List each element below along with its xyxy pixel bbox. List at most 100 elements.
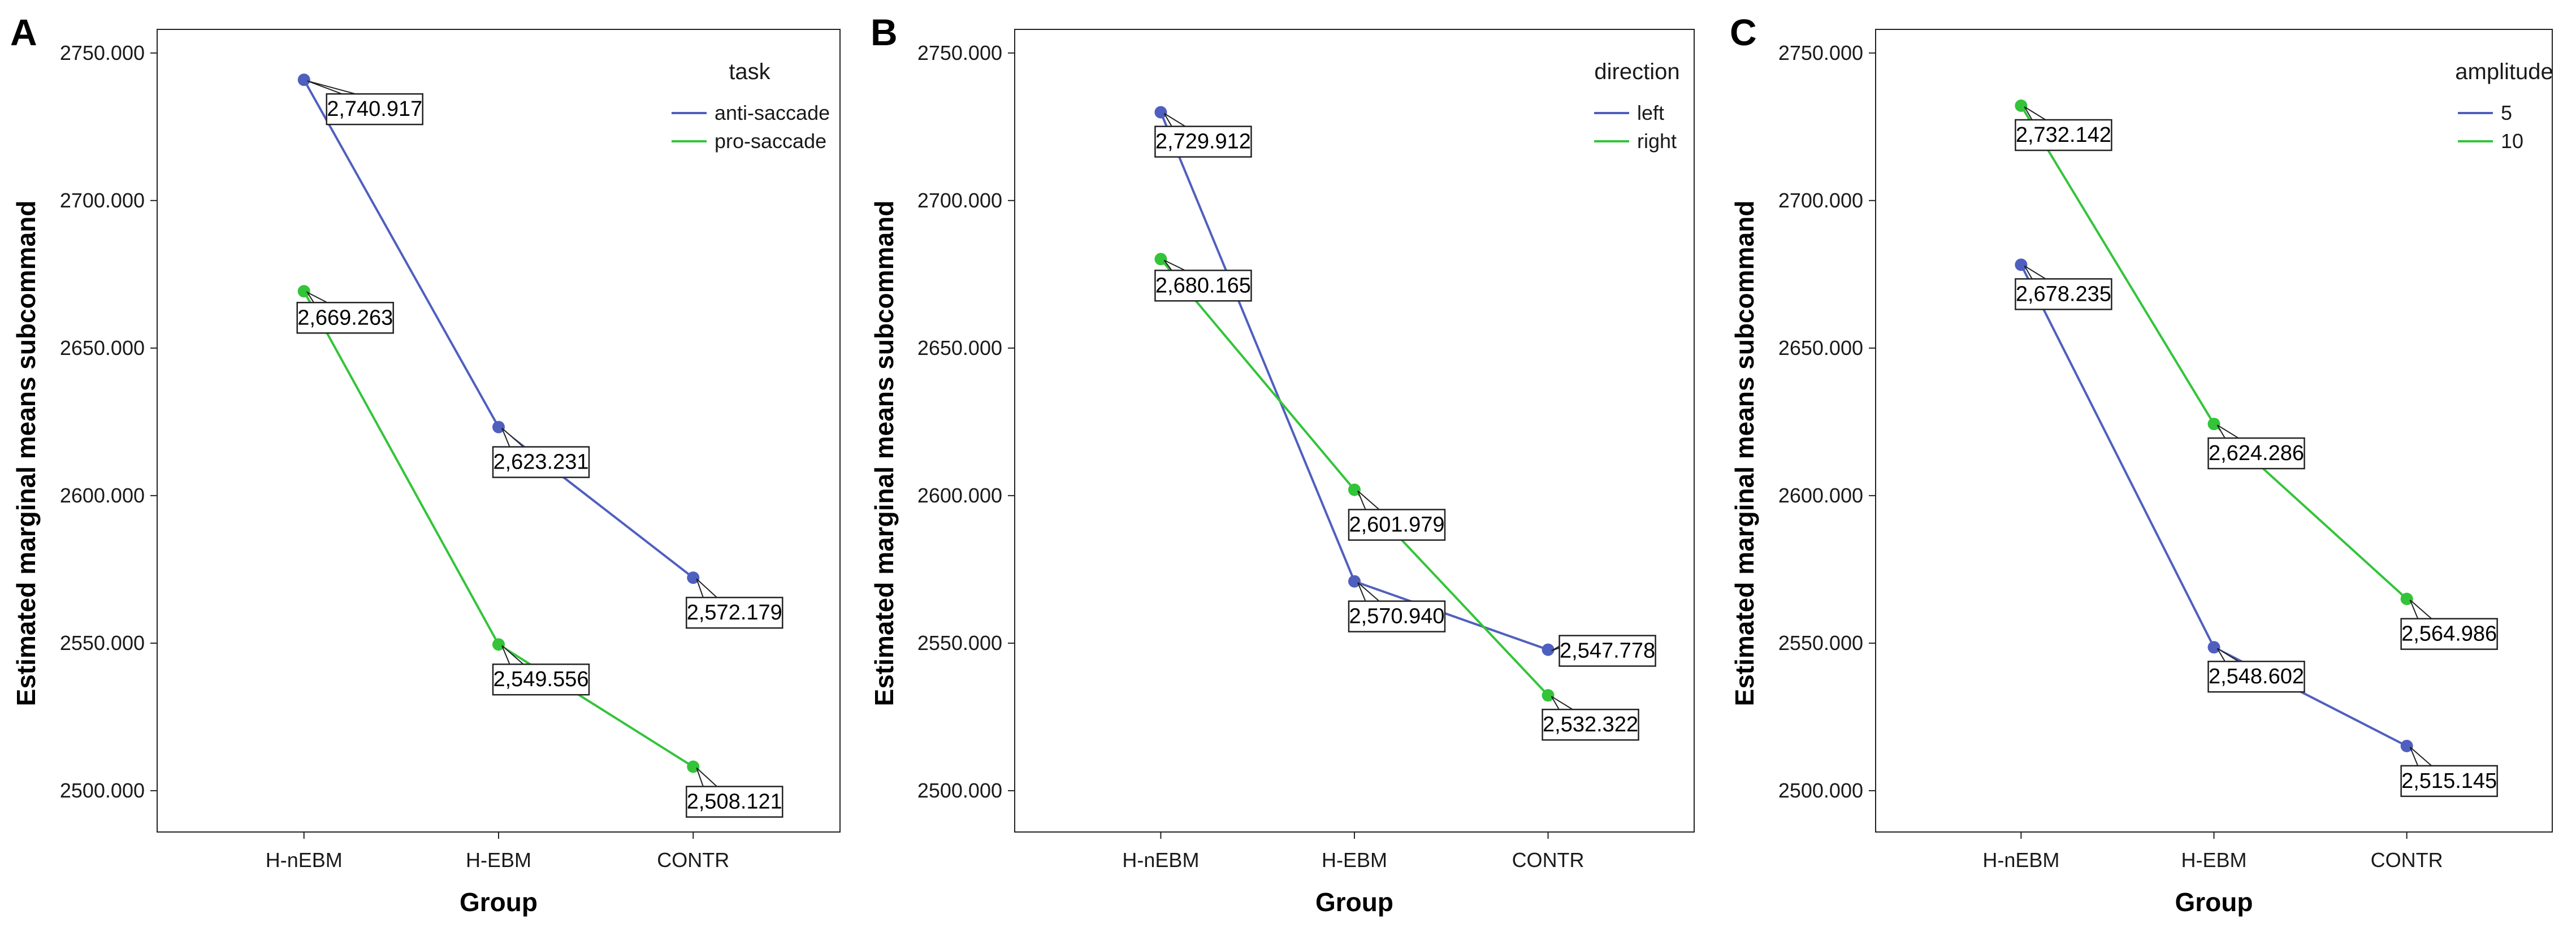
x-axis-title: Group	[460, 887, 538, 917]
data-label-pointer	[696, 578, 719, 599]
data-point	[2015, 258, 2028, 271]
data-label-group: 2,729.912	[1154, 112, 1252, 158]
series-line-10	[2020, 105, 2408, 600]
data-point	[2400, 739, 2413, 752]
data-label-box	[2400, 618, 2498, 650]
data-label: 2,549.556	[493, 668, 588, 691]
data-label-group: 2,547.778	[1551, 635, 1656, 667]
y-tick-label: 2750.000	[917, 41, 1002, 64]
data-label-group: 2,515.145	[2400, 747, 2498, 798]
data-label-group: 2,678.235	[2015, 265, 2112, 310]
y-axis-title: Estimated marginal means subcommand	[1730, 201, 1759, 707]
y-tick-label: 2700.000	[917, 189, 1002, 212]
y-tick-label: 2550.000	[60, 631, 145, 655]
data-label-box	[1542, 708, 1639, 741]
data-label-box	[1558, 635, 1656, 667]
data-label-box	[2207, 660, 2305, 693]
y-tick-label: 2500.000	[60, 779, 145, 802]
y-tick-label: 2600.000	[60, 484, 145, 507]
data-label-box	[2207, 437, 2305, 470]
data-label-box	[2015, 278, 2112, 310]
data-label-box	[326, 93, 423, 125]
data-point	[2207, 641, 2220, 654]
legend-label-right: right	[1637, 129, 1677, 153]
data-label-group: 2,508.121	[686, 767, 783, 818]
x-tick-label: H-nEBM	[1982, 848, 2059, 872]
data-label-box	[1348, 600, 1446, 632]
data-point	[297, 285, 310, 298]
y-tick-label: 2750.000	[60, 41, 145, 64]
x-tick-label: H-nEBM	[266, 848, 343, 872]
y-tick-label: 2700.000	[60, 189, 145, 212]
data-point	[1542, 643, 1555, 656]
data-label: 2,680.165	[1155, 274, 1251, 297]
y-tick-label: 2650.000	[917, 336, 1002, 359]
data-label: 2,548.602	[2209, 665, 2304, 688]
legend-label-10: 10	[2501, 129, 2523, 153]
data-point	[1154, 253, 1167, 266]
y-tick-label: 2750.000	[1778, 41, 1863, 64]
x-tick-label: CONTR	[657, 848, 729, 872]
data-label: 2,729.912	[1155, 130, 1251, 154]
data-label-group: 2,740.917	[307, 80, 423, 125]
data-label-pointer	[1357, 490, 1382, 511]
legend-label-pro-saccade: pro-saccade	[715, 129, 826, 153]
y-tick-label: 2650.000	[1778, 336, 1863, 359]
data-label-box	[1154, 125, 1252, 158]
data-label: 2,515.145	[2401, 769, 2497, 793]
data-label-group: 2,669.263	[296, 291, 394, 334]
data-label-group: 2,680.165	[1154, 259, 1252, 302]
data-point	[1348, 575, 1361, 588]
data-label-box	[492, 663, 590, 696]
legend-label-anti-saccade: anti-saccade	[715, 101, 830, 124]
data-point	[2400, 592, 2413, 605]
data-label-group: 2,732.142	[2015, 106, 2112, 151]
y-tick-label: 2500.000	[1778, 779, 1863, 802]
data-label-pointer	[1163, 259, 1187, 272]
y-tick-label: 2550.000	[917, 631, 1002, 655]
plot-frame	[1875, 29, 2553, 833]
legend-title: task	[729, 59, 770, 84]
data-label: 2,623.231	[493, 450, 588, 474]
legend-label-left: left	[1637, 101, 1664, 124]
x-tick-label: CONTR	[1512, 848, 1584, 872]
data-point	[687, 571, 700, 584]
data-label-pointer	[501, 645, 526, 666]
data-label-box	[1154, 270, 1252, 302]
x-tick-label: H-EBM	[1322, 848, 1387, 872]
y-tick-label: 2600.000	[1778, 484, 1863, 507]
data-label: 2,624.286	[2209, 441, 2304, 465]
legend-title: amplitude	[2455, 59, 2553, 84]
data-label-box	[2400, 765, 2498, 798]
data-label-pointer	[696, 767, 719, 788]
data-label-pointer	[1551, 696, 1576, 711]
y-axis-title: Estimated marginal means subcommand	[869, 201, 899, 707]
x-tick-label: H-nEBM	[1122, 848, 1199, 872]
data-label-pointer	[2409, 599, 2434, 620]
data-label-group: 2,601.979	[1348, 490, 1446, 541]
data-label-pointer	[501, 427, 526, 448]
data-label-pointer	[307, 80, 358, 96]
y-tick-label: 2550.000	[1778, 631, 1863, 655]
data-point	[297, 73, 310, 86]
data-label-pointer	[1163, 112, 1188, 128]
data-label-box	[492, 446, 590, 478]
data-label: 2,740.917	[327, 97, 422, 121]
data-label-group: 2,532.322	[1542, 696, 1639, 741]
data-label: 2,572.179	[687, 601, 782, 625]
data-label-box	[686, 596, 783, 629]
data-label-group: 2,564.986	[2400, 599, 2498, 650]
data-label-pointer	[2216, 424, 2242, 440]
data-label: 2,564.986	[2401, 622, 2497, 646]
data-label: 2,678.235	[2016, 282, 2111, 306]
chart-panel-c: C 2500.000 2550.000 2600.000 2650.000 2700.00…	[1730, 11, 2553, 917]
data-label-box	[1348, 509, 1446, 541]
data-point	[1542, 689, 1555, 702]
data-point	[2015, 99, 2028, 112]
panel-letter: A	[10, 11, 37, 53]
x-tick-label: H-EBM	[2181, 848, 2247, 872]
data-point	[1348, 483, 1361, 496]
data-point	[2207, 418, 2220, 431]
data-label-group: 2,624.286	[2207, 424, 2305, 470]
data-label-group: 2,548.602	[2207, 648, 2305, 693]
